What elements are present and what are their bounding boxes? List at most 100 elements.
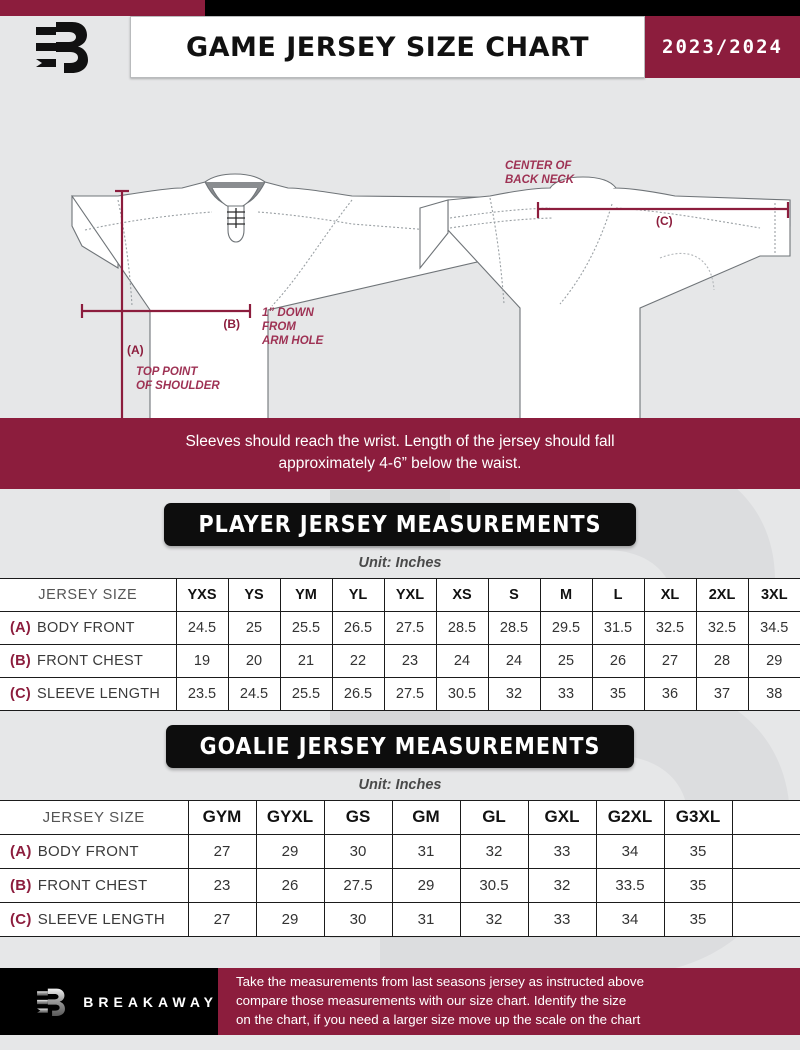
back-dimension-lines — [536, 202, 790, 218]
goalie-section-title: GOALIE JERSEY MEASUREMENTS — [165, 724, 635, 768]
measurement-value: 32 — [527, 867, 597, 903]
top-color-strip — [0, 0, 800, 16]
measurement-value: 24.5 — [227, 676, 281, 711]
measurement-value: 28.5 — [435, 610, 489, 645]
goalie-measurements-table: JERSEY SIZE GYM GYXL GS GM GL GXL G2XL G3XL (A) B… — [0, 799, 800, 937]
measurement-value: 37 — [695, 676, 749, 711]
front-dimension-lines — [80, 189, 252, 418]
measurement-value: 22 — [331, 643, 385, 678]
measurement-label: (C) SLEEVE LENGTH — [0, 676, 177, 711]
header-title-box: GAME JERSEY SIZE CHART — [130, 16, 645, 78]
season-year: 2023/2024 — [662, 36, 783, 58]
page-title: GAME JERSEY SIZE CHART — [185, 31, 590, 63]
measurement-value: 26.5 — [331, 610, 385, 645]
measurement-value: 35 — [663, 901, 733, 937]
measurement-value: 26 — [255, 867, 325, 903]
footer-line-3: on the chart, if you need a larger size … — [236, 1011, 641, 1027]
header-logo — [0, 16, 130, 78]
measurement-key: (A) — [10, 619, 32, 636]
jersey-diagrams: (B) (A) TOP POINT OF SHOULDER 1” DOWN FR… — [0, 78, 800, 418]
size-header-g2xl: G2XL — [595, 799, 665, 835]
player-unit-label: Unit: Inches — [358, 554, 442, 571]
table-row: (B) FRONT CHEST 23 26 27.5 29 30.5 32 33.5 35 — [0, 867, 800, 903]
measurement-value: 35 — [663, 833, 733, 869]
player-table-header-row: JERSEY SIZE YXS YS YM YL YXL XS S M L XL 2XL 3XL — [0, 577, 800, 612]
size-header-gyxl: GYXL — [255, 799, 325, 835]
measurement-value: 23 — [383, 643, 437, 678]
back-note-line2: BACK NECK — [505, 174, 575, 186]
table-row: (C) SLEEVE LENGTH 23.5 24.5 25.5 26.5 27.5 30.5… — [0, 676, 800, 711]
front-note-b-line2: FROM — [262, 321, 296, 333]
measurement-value: 23.5 — [175, 676, 229, 711]
player-measurements-table: JERSEY SIZE YXS YS YM YL YXL XS S M L XL 2XL 3XL (A)… — [0, 577, 800, 711]
measurement-value: 34.5 — [747, 610, 800, 645]
goalie-section: GOALIE JERSEY MEASUREMENTS Unit: Inches … — [0, 711, 800, 937]
breakaway-b-logo-icon — [36, 22, 88, 73]
player-section: PLAYER JERSEY MEASUREMENTS Unit: Inches … — [0, 489, 800, 711]
measurement-value — [731, 867, 800, 903]
measurement-value: 32.5 — [643, 610, 697, 645]
page-footer: BREAKAWAY Take the measurements from las… — [0, 968, 800, 1035]
size-header-gs: GS — [323, 799, 393, 835]
size-header-m: M — [539, 577, 593, 612]
goalie-unit-label: Unit: Inches — [358, 776, 442, 793]
measurement-label: (B) FRONT CHEST — [0, 643, 177, 678]
measurement-value: 30.5 — [459, 867, 529, 903]
measurement-value: 24.5 — [175, 610, 229, 645]
measurement-value: 31 — [391, 833, 461, 869]
top-strip-black — [205, 0, 800, 16]
measurement-value — [731, 901, 800, 937]
table-row: (B) FRONT CHEST 19 20 21 22 23 24 24 25 26 27 28 29 — [0, 643, 800, 678]
front-note-b-line3: ARM HOLE — [261, 335, 324, 347]
measurement-value: 27 — [187, 833, 257, 869]
measurement-key: (A) — [10, 842, 32, 860]
measurement-value: 34 — [595, 901, 665, 937]
front-note-b-line1: 1” DOWN — [262, 307, 314, 319]
banner-line-2: approximately 4-6” below the waist. — [278, 455, 522, 473]
measurement-value: 26.5 — [331, 676, 385, 711]
footer-logo-block: BREAKAWAY — [0, 968, 218, 1035]
measurement-value: 29 — [255, 901, 325, 937]
measurement-value: 32 — [459, 833, 529, 869]
jersey-size-header: JERSEY SIZE — [0, 577, 177, 612]
measurement-value: 28.5 — [487, 610, 541, 645]
measurement-label: (B) FRONT CHEST — [0, 867, 189, 903]
measurement-key: (C) — [10, 685, 32, 702]
measurement-value: 30 — [323, 901, 393, 937]
measurement-value: 28 — [695, 643, 749, 678]
goalie-table-header-row: JERSEY SIZE GYM GYXL GS GM GL GXL G2XL G3XL — [0, 799, 800, 835]
footer-line-2: compare those measurements with our size… — [236, 993, 627, 1009]
measurement-value: 32.5 — [695, 610, 749, 645]
footer-line-1: Take the measurements from last seasons … — [236, 974, 644, 990]
footer-instructions: Take the measurements from last seasons … — [218, 968, 800, 1035]
measurement-value: 25 — [539, 643, 593, 678]
back-jersey-illustration — [419, 176, 791, 418]
size-header-s: S — [487, 577, 541, 612]
measurement-value: 29.5 — [539, 610, 593, 645]
measurement-name: SLEEVE LENGTH — [37, 685, 161, 702]
measurement-value: 27.5 — [383, 676, 437, 711]
measurement-value: 24 — [487, 643, 541, 678]
size-header-yxl: YXL — [383, 577, 437, 612]
measurement-name: FRONT CHEST — [37, 652, 144, 669]
top-strip-maroon — [0, 0, 205, 16]
measurement-value: 29 — [391, 867, 461, 903]
size-header-ys: YS — [227, 577, 281, 612]
front-note-a-line2: OF SHOULDER — [136, 380, 220, 392]
back-note-line1: CENTER OF — [505, 160, 572, 172]
measurement-value: 38 — [747, 676, 800, 711]
measurement-value: 23 — [187, 867, 257, 903]
size-header-yl: YL — [331, 577, 385, 612]
measurement-key: (C) — [10, 910, 32, 928]
size-header-2xl: 2XL — [695, 577, 749, 612]
measurement-value: 25 — [227, 610, 281, 645]
measurement-label: (A) BODY FRONT — [0, 833, 189, 869]
measurement-value: 20 — [227, 643, 281, 678]
front-label-a: (A) — [127, 343, 144, 357]
measurement-value: 24 — [435, 643, 489, 678]
size-header-gxl: GXL — [527, 799, 597, 835]
measurement-value: 34 — [595, 833, 665, 869]
measurement-label: (A) BODY FRONT — [0, 610, 177, 645]
measurement-value: 25.5 — [279, 676, 333, 711]
instruction-banner: Sleeves should reach the wrist. Length o… — [0, 418, 800, 489]
